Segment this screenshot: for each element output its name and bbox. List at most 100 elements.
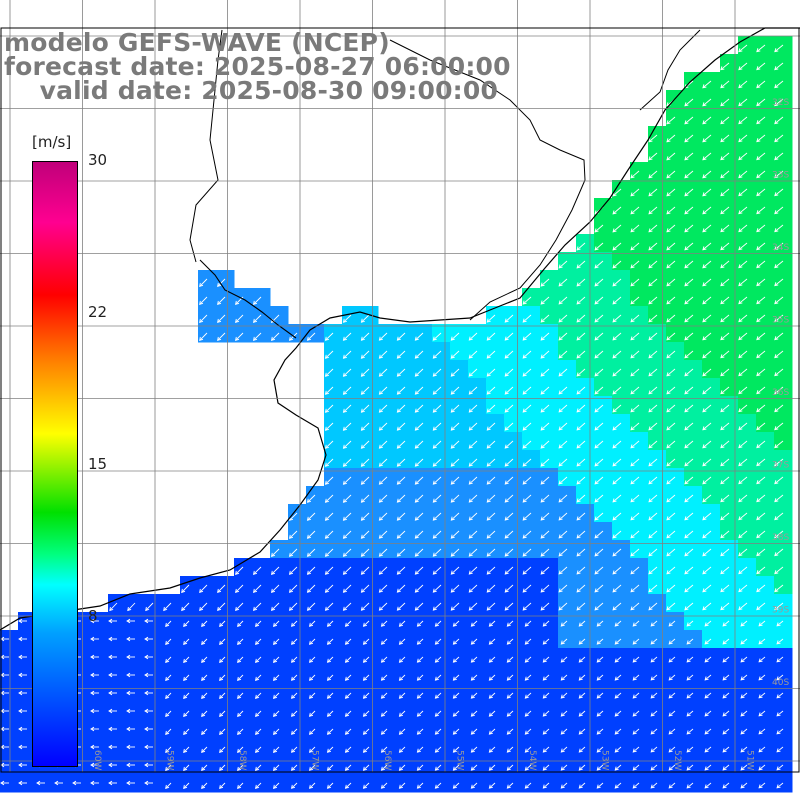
wind-arrow — [576, 458, 586, 467]
wind-arrow-head — [344, 676, 350, 681]
wind-arrow — [235, 314, 244, 323]
wind-arrow-head — [704, 640, 709, 645]
wind-arrow-head — [650, 784, 655, 789]
wind-arrow — [774, 386, 784, 394]
wind-arrow — [165, 764, 172, 771]
wind-arrow-head — [704, 622, 709, 627]
wind-cell — [666, 612, 685, 631]
lon-label: 56W — [382, 750, 392, 770]
wind-cell — [558, 270, 577, 289]
wind-cell — [666, 162, 685, 181]
wind-cell — [288, 684, 307, 703]
wind-arrow-head — [720, 426, 725, 431]
wind-arrow — [756, 224, 766, 233]
wind-arrow-head — [774, 570, 779, 575]
wind-arrow — [666, 134, 676, 143]
wind-arrow-head — [522, 552, 527, 557]
wind-arrow — [433, 530, 442, 539]
wind-arrow — [612, 350, 622, 359]
wind-arrow-head — [666, 372, 671, 377]
wind-cell — [288, 702, 307, 721]
wind-arrow — [686, 782, 694, 789]
wind-arrow — [415, 368, 424, 377]
wind-cell — [738, 558, 757, 577]
wind-cell — [666, 198, 685, 217]
wind-cell — [720, 342, 739, 361]
wind-cell — [774, 180, 793, 199]
wind-cell — [324, 558, 343, 577]
wind-arrow — [776, 656, 784, 663]
wind-arrow — [774, 134, 784, 142]
wind-cell — [684, 576, 703, 595]
wind-arrow-head — [237, 766, 242, 771]
wind-arrow-head — [434, 694, 439, 699]
wind-arrow-head — [468, 372, 473, 377]
wind-arrow — [435, 674, 442, 681]
wind-arrow — [325, 476, 334, 485]
wind-arrow — [576, 440, 586, 449]
wind-cell — [324, 486, 343, 505]
wind-arrow-head — [183, 784, 188, 790]
wind-cell — [738, 612, 757, 631]
wind-cell — [630, 288, 649, 307]
wind-arrow — [489, 656, 496, 663]
wind-cell — [450, 342, 469, 361]
wind-arrow — [504, 386, 514, 395]
wind-arrow — [397, 548, 406, 557]
wind-arrow — [668, 620, 676, 627]
wind-arrow-head — [217, 300, 222, 306]
wind-arrow — [560, 692, 568, 699]
wind-cell — [504, 612, 523, 631]
wind-cell — [756, 342, 775, 361]
wind-arrow-head — [380, 694, 385, 699]
wind-arrow — [379, 440, 388, 449]
wind-arrow — [433, 368, 442, 377]
wind-arrow — [540, 458, 550, 467]
wind-cell — [774, 594, 793, 613]
wind-arrow — [738, 242, 748, 251]
wind-arrow — [291, 728, 298, 735]
wind-arrow — [307, 566, 316, 575]
wind-arrow — [183, 620, 190, 627]
wind-cell — [360, 738, 379, 757]
wind-arrow — [740, 656, 748, 663]
wind-arrow — [704, 764, 712, 771]
wind-cell — [702, 360, 721, 379]
wind-arrow-head — [217, 588, 222, 594]
wind-cell — [612, 702, 631, 721]
wind-arrow-head — [486, 462, 491, 467]
wind-cell — [558, 378, 577, 397]
wind-arrow-head — [324, 462, 329, 467]
wind-arrow — [379, 602, 388, 611]
wind-arrow-head — [594, 534, 599, 539]
wind-arrow-head — [684, 300, 689, 305]
wind-arrow-head — [308, 766, 314, 771]
wind-cell — [612, 774, 631, 793]
wind-arrow — [558, 440, 568, 449]
wind-arrow — [145, 602, 154, 611]
wind-arrow — [648, 584, 658, 593]
wind-arrow — [596, 674, 604, 681]
wind-arrow — [758, 656, 766, 663]
wind-arrow — [650, 674, 658, 681]
wind-arrow-head — [720, 516, 725, 521]
wind-arrow — [578, 782, 586, 789]
wind-arrow-head — [774, 120, 779, 125]
wind-arrow — [450, 386, 460, 395]
wind-arrow-head — [666, 462, 671, 467]
wind-cell — [774, 162, 793, 181]
wind-cell — [522, 648, 541, 667]
wind-cell — [666, 360, 685, 379]
wind-cell — [666, 486, 685, 505]
wind-arrow — [648, 314, 658, 323]
wind-cell — [126, 720, 145, 739]
wind-arrow-head — [504, 552, 509, 557]
wind-cell — [90, 648, 109, 667]
wind-arrow-head — [756, 228, 761, 233]
wind-arrow — [702, 242, 712, 251]
wind-arrow-head — [558, 570, 563, 575]
wind-arrow — [704, 674, 712, 681]
wind-arrow-head — [648, 606, 653, 611]
wind-arrow-head — [684, 516, 689, 521]
wind-cell — [684, 558, 703, 577]
